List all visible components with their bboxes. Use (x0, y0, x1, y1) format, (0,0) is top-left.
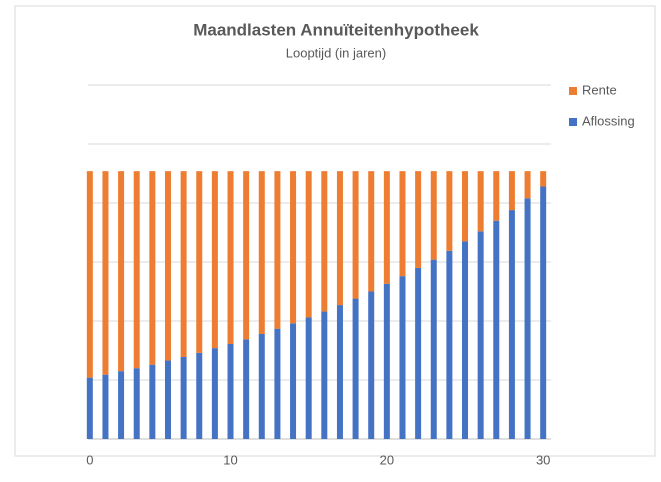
bar-segment (211, 171, 218, 349)
bar-segment (227, 344, 234, 439)
bar-segment (118, 371, 125, 439)
bar-segment (462, 171, 469, 242)
bar-segment (305, 171, 312, 318)
chart-title: Maandlasten Annuïteitenhypotheek (193, 20, 479, 39)
bar-segment (462, 241, 469, 439)
bar-segment (149, 171, 156, 365)
bar-segment (524, 198, 531, 439)
bar-segment (274, 171, 281, 329)
bar-segment (508, 171, 515, 211)
bar-segment (399, 171, 406, 277)
x-tick-label: 10 (223, 452, 237, 467)
bar-segment (164, 171, 171, 361)
bar-segment (524, 171, 531, 199)
x-tick-label: 30 (536, 452, 550, 467)
bar-segment (305, 317, 312, 439)
legend-label: Rente (582, 82, 617, 97)
bar-segment (415, 171, 422, 268)
bar-segment (180, 171, 187, 357)
bar-segment (258, 333, 265, 439)
bar-segment (164, 360, 171, 439)
bar-segment (368, 171, 375, 292)
legend-label: Aflossing (582, 113, 635, 128)
bar-segment (383, 171, 390, 284)
bar-segment (446, 171, 453, 251)
bar-segment (102, 374, 109, 439)
bar-segment (274, 328, 281, 439)
bar-segment (290, 323, 297, 439)
bar-segment (321, 171, 328, 312)
bar-segment (86, 171, 93, 378)
bar-segment (352, 171, 359, 299)
bar-segment (243, 339, 250, 439)
bar-segment (430, 171, 437, 260)
bar-segment (336, 305, 343, 439)
bar-segment (477, 231, 484, 439)
bar-segment (290, 171, 297, 324)
bar-segment (508, 210, 515, 439)
bar-segment (477, 171, 484, 232)
x-tick-label: 20 (380, 452, 394, 467)
bar-segment (258, 171, 265, 334)
bar-segment (430, 259, 437, 439)
chart-subtitle: Looptijd (in jaren) (286, 45, 386, 60)
bar-segment (227, 171, 234, 345)
bar-segment (399, 276, 406, 439)
bar-segment (196, 171, 203, 353)
bar-segment (540, 186, 547, 439)
legend-swatch (569, 118, 577, 126)
bar-segment (383, 283, 390, 439)
bar-segment (540, 171, 547, 187)
bar-segment (321, 311, 328, 439)
chart-frame (14, 5, 656, 457)
bar-segment (493, 220, 500, 439)
legend-swatch (569, 87, 577, 95)
bar-segment (86, 377, 93, 439)
bar-segment (415, 267, 422, 439)
bar-segment (446, 250, 453, 439)
bar-segment (211, 348, 218, 439)
bar-segment (196, 352, 203, 439)
bar-segment (336, 171, 343, 306)
bar-segment (180, 356, 187, 439)
bar-segment (118, 171, 125, 372)
bar-segment (352, 298, 359, 439)
bar-segment (368, 291, 375, 439)
bar-segment (149, 364, 156, 439)
bar-segment (133, 368, 140, 439)
bar-segment (493, 171, 500, 221)
bar-segment (133, 171, 140, 369)
bar-segment (102, 171, 109, 375)
bar-segment (243, 171, 250, 340)
x-tick-label: 0 (86, 452, 93, 467)
